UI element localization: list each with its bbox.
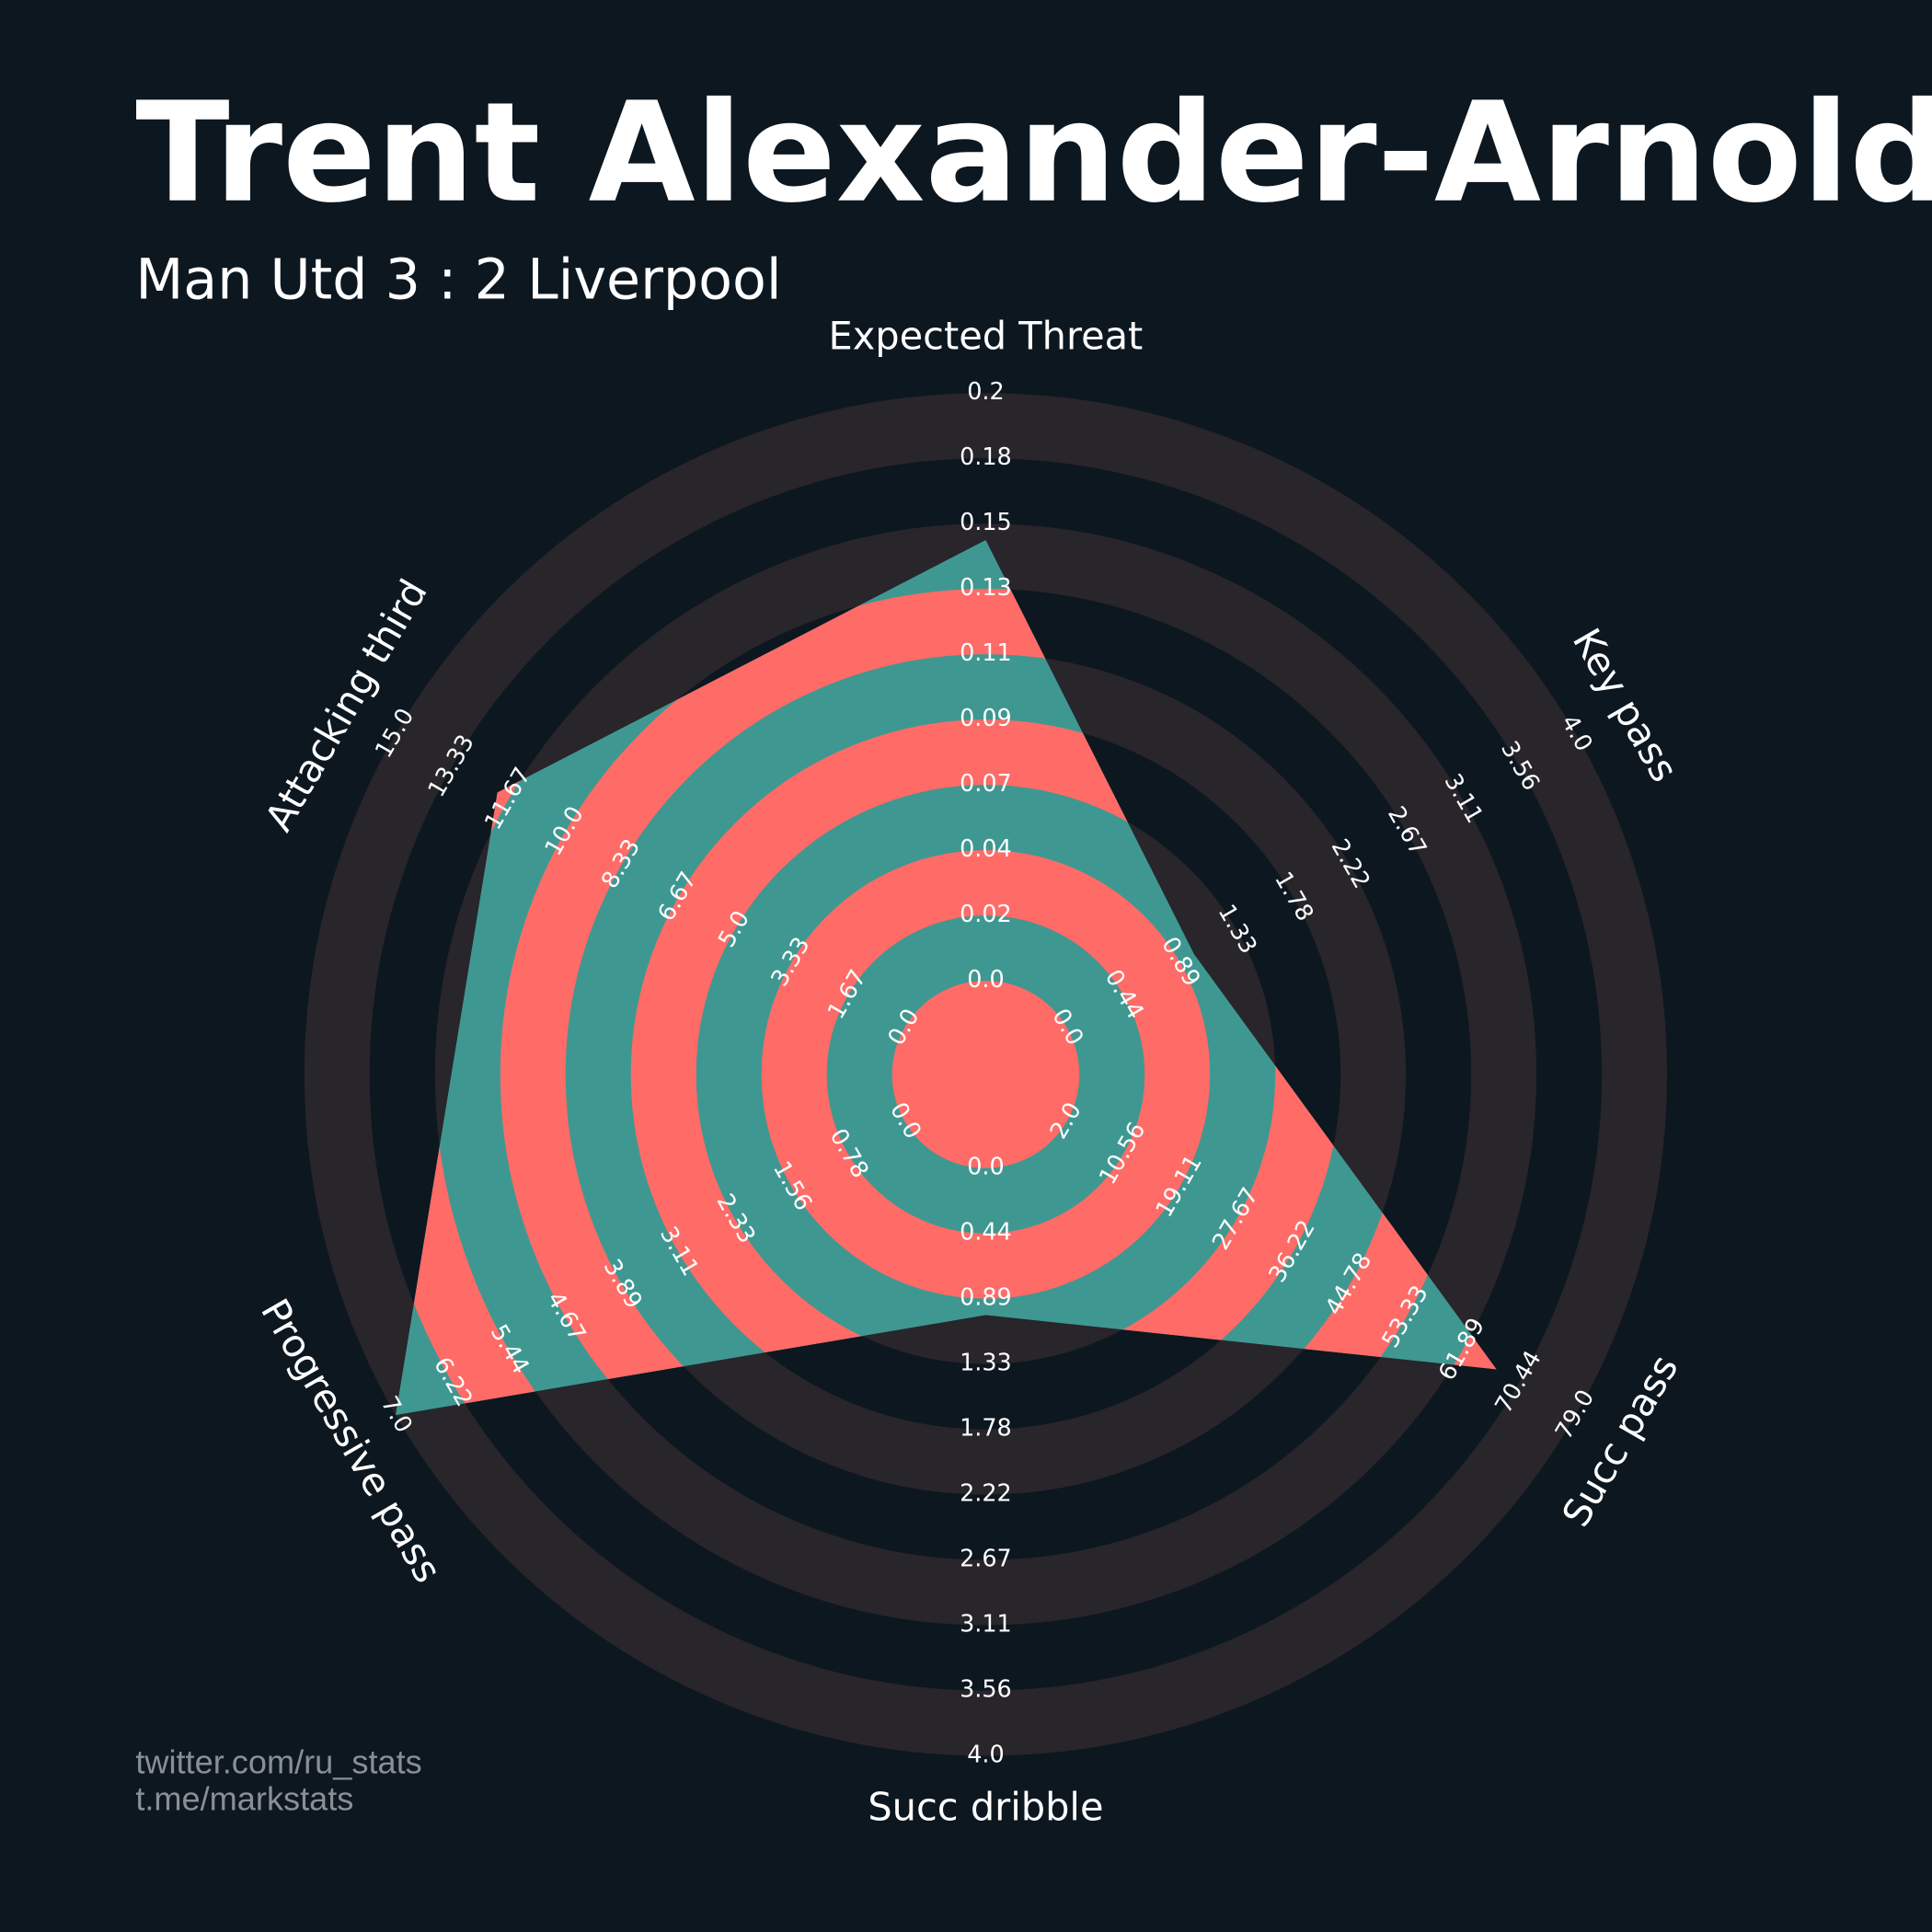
tick-label: 2.22 xyxy=(960,1479,1012,1507)
tick-label: 0.0 xyxy=(967,965,1004,993)
tick-label: 0.2 xyxy=(967,377,1004,405)
tick-label: 2.67 xyxy=(960,1545,1012,1572)
chart-subtitle: Man Utd 3 : 2 Liverpool xyxy=(135,248,781,313)
chart-title: Trent Alexander-Arnold xyxy=(135,74,1932,234)
tick-label: 0.44 xyxy=(960,1218,1012,1246)
category-label: Expected Threat xyxy=(828,313,1143,358)
ring-band xyxy=(304,393,1668,1756)
tick-label: 0.02 xyxy=(960,900,1012,927)
tick-label: 0.07 xyxy=(960,769,1012,797)
tick-label: 3.11 xyxy=(960,1610,1012,1638)
tick-label: 0.15 xyxy=(960,508,1012,535)
ring-center xyxy=(891,981,1080,1168)
tick-label: 0.04 xyxy=(960,834,1012,862)
tick-label: 1.78 xyxy=(960,1414,1012,1442)
credit: t.me/markstats xyxy=(135,1780,353,1818)
tick-label: 3.56 xyxy=(960,1675,1012,1703)
category-label: Succ dribble xyxy=(868,1784,1103,1829)
tick-label: 0.09 xyxy=(960,704,1012,731)
tick-label: 1.33 xyxy=(960,1349,1012,1376)
tick-label: 4.0 xyxy=(967,1740,1004,1767)
tick-label: 0.0 xyxy=(967,1153,1004,1180)
credit: twitter.com/ru_stats xyxy=(135,1742,421,1780)
tick-label: 0.18 xyxy=(960,443,1012,470)
tick-label: 0.89 xyxy=(960,1283,1012,1311)
ring-overlay-band xyxy=(761,850,1211,1299)
tick-label: 0.13 xyxy=(960,573,1012,601)
tick-label: 0.11 xyxy=(960,638,1012,666)
